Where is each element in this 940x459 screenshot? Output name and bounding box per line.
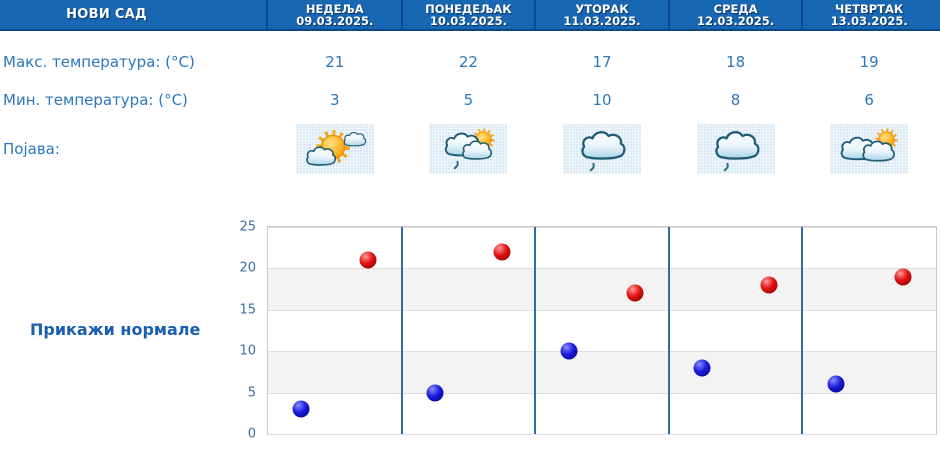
gridline bbox=[268, 351, 936, 353]
min-temp-value: 6 bbox=[864, 91, 874, 109]
y-axis-tick-label: 5 bbox=[247, 385, 256, 401]
weather-tile-wednesday bbox=[696, 124, 775, 174]
chart-band bbox=[268, 227, 936, 269]
weather-tile-tuesday bbox=[562, 124, 641, 174]
max-temperature-dot bbox=[760, 276, 778, 294]
max-temp-value: 18 bbox=[726, 53, 746, 71]
cloud-drizzle-icon bbox=[714, 131, 760, 172]
max-temperature-dot bbox=[894, 268, 912, 286]
y-axis-tick-label: 10 bbox=[239, 343, 256, 359]
plot-area bbox=[267, 226, 937, 435]
min-temp-value: 3 bbox=[330, 91, 340, 109]
max-temp-value: 17 bbox=[592, 53, 612, 71]
min-temperature-dot bbox=[292, 400, 310, 418]
gridline bbox=[268, 392, 936, 394]
day-separator-line bbox=[400, 227, 403, 434]
y-axis-tick-label: 20 bbox=[239, 260, 256, 276]
day-name: ПОНЕДЕЉАК bbox=[425, 1, 512, 16]
chart-band bbox=[268, 351, 936, 393]
day-date: 12.03.2025. bbox=[697, 13, 775, 28]
chart-band bbox=[268, 268, 936, 310]
day-separator-line bbox=[667, 227, 670, 434]
day-name: ЧЕТВРТАК bbox=[835, 1, 904, 16]
gridline bbox=[268, 227, 936, 228]
day-header-wednesday: СРЕДА 12.03.2025. bbox=[669, 3, 803, 27]
min-temperature-dot bbox=[560, 342, 578, 360]
min-temp-value: 5 bbox=[463, 91, 474, 109]
show-normals-link[interactable]: Прикажи нормале bbox=[30, 320, 201, 339]
header-column-divider bbox=[801, 0, 803, 29]
day-date: 11.03.2025. bbox=[563, 13, 641, 28]
min-temperature-row: Мин. температура: (°C) 3 5 10 8 6 bbox=[0, 89, 940, 111]
day-name: СРЕДА bbox=[713, 1, 758, 16]
clouds-sun-icon bbox=[840, 128, 898, 162]
min-temperature-label: Мин. температура: (°C) bbox=[3, 91, 188, 109]
cloud-drizzle-icon bbox=[581, 131, 626, 172]
gridline bbox=[268, 309, 936, 311]
header-column-divider bbox=[534, 0, 536, 29]
day-date: 13.03.2025. bbox=[830, 13, 908, 28]
day-header-tuesday: УТОРАК 11.03.2025. bbox=[535, 3, 669, 27]
max-temperature-dot bbox=[493, 243, 511, 261]
day-date: 09.03.2025. bbox=[296, 13, 374, 28]
day-separator-line bbox=[801, 227, 804, 434]
y-axis-tick-label: 25 bbox=[239, 219, 256, 235]
y-axis-labels: 0 5 10 15 20 25 bbox=[226, 220, 260, 442]
sun-with-clouds-icon bbox=[306, 124, 366, 166]
header-column-divider bbox=[401, 0, 403, 29]
phenomena-label: Појава: bbox=[3, 140, 60, 158]
max-temperature-dot bbox=[359, 251, 377, 269]
max-temp-value: 22 bbox=[458, 53, 478, 71]
gridline bbox=[268, 434, 936, 435]
day-header-sunday: НЕДЕЉА 09.03.2025. bbox=[268, 3, 402, 27]
clouds-sun-drizzle-icon bbox=[445, 128, 496, 170]
min-temp-value: 8 bbox=[730, 91, 741, 109]
min-temperature-dot bbox=[693, 359, 711, 377]
day-separator-line bbox=[534, 227, 537, 434]
min-temp-value: 10 bbox=[592, 91, 612, 109]
day-header-thursday: ЧЕТВРТАК 13.03.2025. bbox=[802, 3, 936, 27]
min-temperature-dot bbox=[827, 375, 845, 393]
day-header-monday: ПОНЕДЕЉАК 10.03.2025. bbox=[402, 3, 536, 27]
day-date: 10.03.2025. bbox=[429, 13, 507, 28]
header-column-divider bbox=[668, 0, 670, 29]
weather-tile-monday bbox=[429, 124, 508, 174]
chart-band bbox=[268, 309, 936, 352]
max-temperature-row: Макс. температура: (°C) 21 22 17 18 19 bbox=[0, 51, 940, 73]
weather-tile-sunday bbox=[295, 124, 374, 174]
max-temperature-label: Макс. температура: (°C) bbox=[3, 53, 195, 71]
min-temperature-dot bbox=[426, 384, 444, 402]
day-name: УТОРАК bbox=[575, 1, 629, 16]
y-axis-tick-label: 0 bbox=[247, 426, 256, 442]
max-temp-value: 21 bbox=[325, 53, 345, 71]
gridline bbox=[268, 268, 936, 270]
max-temperature-dot bbox=[626, 284, 644, 302]
header-bar: НОВИ САД НЕДЕЉА 09.03.2025. ПОНЕДЕЉАК 10… bbox=[0, 0, 940, 31]
max-temp-value: 19 bbox=[859, 53, 879, 71]
y-axis-tick-label: 15 bbox=[239, 302, 256, 318]
day-name: НЕДЕЉА bbox=[305, 1, 364, 16]
chart-band bbox=[268, 392, 936, 434]
header-column-divider bbox=[266, 0, 268, 29]
location-title: НОВИ САД bbox=[66, 7, 147, 22]
weather-tile-thursday bbox=[830, 124, 909, 174]
phenomena-row: Појава: bbox=[0, 124, 940, 174]
